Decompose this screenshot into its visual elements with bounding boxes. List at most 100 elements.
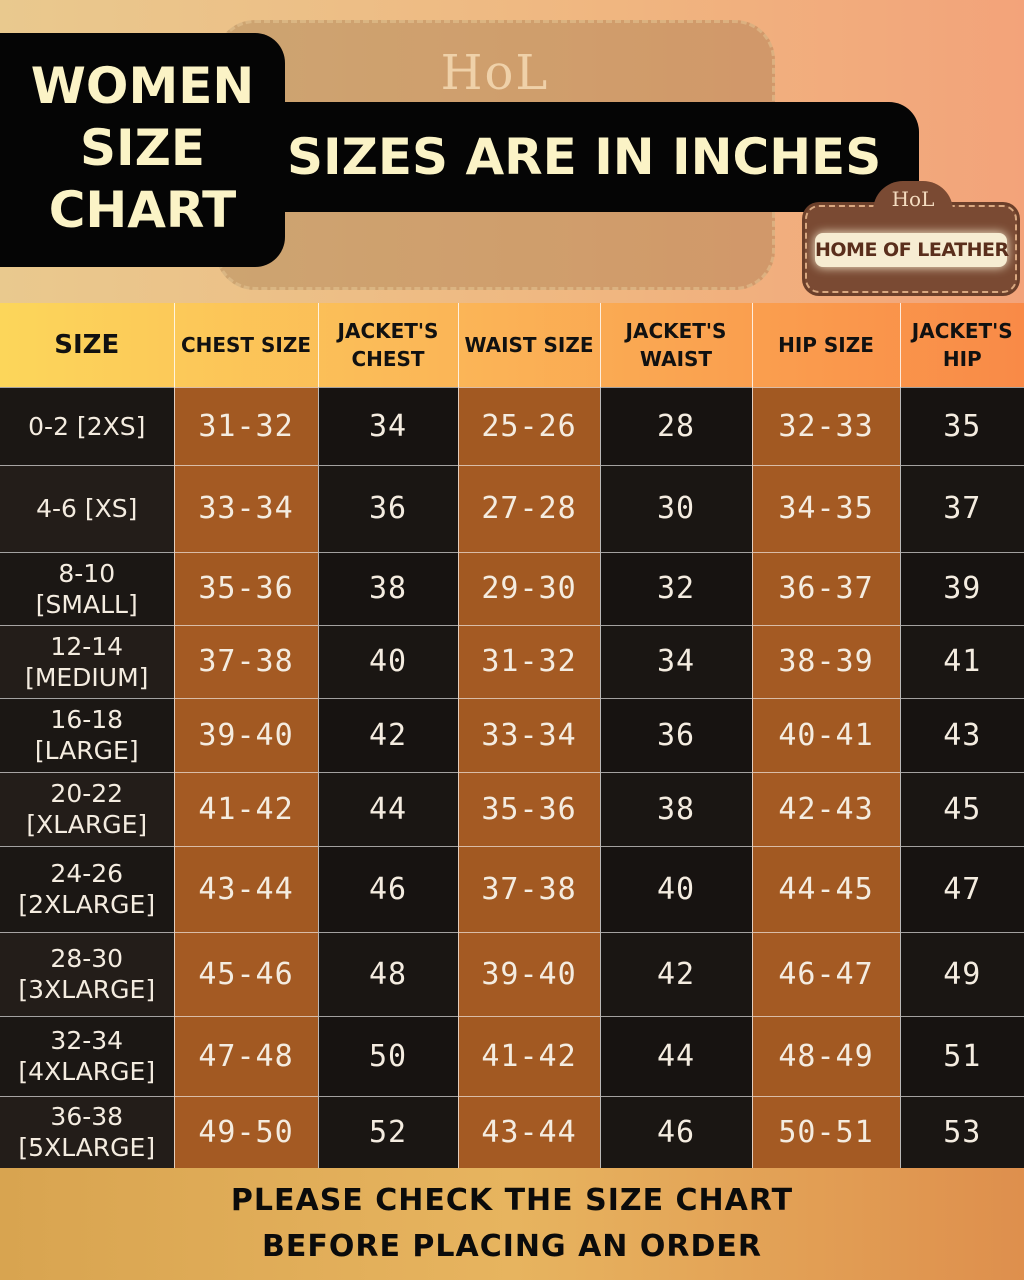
column-header: JACKET'S WAIST (599, 303, 752, 387)
cell-jacket-chest: 42 (317, 697, 458, 772)
table-row: 16-18 [LARGE] 39-40 42 33-34 36 40-41 43 (0, 697, 1024, 772)
table-row: 32-34 [4XLARGE] 47-48 50 41-42 44 48-49 51 (0, 1015, 1024, 1096)
table-row: 28-30 [3XLARGE] 45-46 48 39-40 42 46-47 49 (0, 931, 1024, 1016)
column-header: JACKET'S HIP (899, 303, 1024, 387)
logo-name: HOME OF LEATHER (815, 233, 1009, 267)
cell-hip: 34-35 (751, 464, 900, 552)
cell-chest: 49-50 (173, 1095, 318, 1168)
brand-logo: HoL HOME OF LEATHER (805, 181, 1017, 293)
cell-jacket-waist: 42 (599, 931, 752, 1016)
cell-waist: 37-38 (457, 845, 600, 932)
cell-jacket-waist: 28 (599, 386, 752, 465)
cell-waist: 35-36 (457, 771, 600, 846)
cell-chest: 35-36 (173, 551, 318, 625)
column-header: CHEST SIZE (173, 303, 318, 387)
cell-jacket-chest: 46 (317, 845, 458, 932)
column-header: WAIST SIZE (457, 303, 600, 387)
cell-chest: 31-32 (173, 386, 318, 465)
cell-waist: 43-44 (457, 1095, 600, 1168)
cell-jacket-chest: 38 (317, 551, 458, 625)
cell-hip: 46-47 (751, 931, 900, 1016)
background-badge-text: HoL (440, 45, 550, 101)
cell-jacket-chest: 34 (317, 386, 458, 465)
cell-jacket-waist: 36 (599, 697, 752, 772)
cell-jacket-waist: 30 (599, 464, 752, 552)
cell-size: 20-22 [XLARGE] (0, 771, 174, 846)
cell-jacket-waist: 40 (599, 845, 752, 932)
cell-chest: 47-48 (173, 1015, 318, 1096)
cell-hip: 38-39 (751, 624, 900, 698)
cell-waist: 29-30 (457, 551, 600, 625)
table-row: 4-6 [XS] 33-34 36 27-28 30 34-35 37 (0, 464, 1024, 552)
logo-monogram: HoL (873, 181, 953, 215)
size-table: SIZE CHEST SIZE JACKET'S CHEST WAIST SIZE JA… (0, 303, 1024, 1168)
column-header: JACKET'S CHEST (317, 303, 458, 387)
cell-jacket-chest: 36 (317, 464, 458, 552)
cell-jacket-waist: 34 (599, 624, 752, 698)
cell-hip: 40-41 (751, 697, 900, 772)
cell-chest: 41-42 (173, 771, 318, 846)
cell-size: 24-26 [2XLARGE] (0, 845, 174, 932)
page-title: WOMEN SIZE CHART (0, 33, 285, 267)
table-header-row: SIZE CHEST SIZE JACKET'S CHEST WAIST SIZE JA… (0, 303, 1024, 387)
cell-jacket-hip: 39 (899, 551, 1024, 625)
cell-waist: 27-28 (457, 464, 600, 552)
cell-chest: 45-46 (173, 931, 318, 1016)
cell-jacket-waist: 44 (599, 1015, 752, 1096)
cell-size: 8-10 [SMALL] (0, 551, 174, 625)
footer-line: BEFORE PLACING AN ORDER (262, 1229, 762, 1264)
cell-jacket-hip: 53 (899, 1095, 1024, 1168)
cell-size: 4-6 [XS] (0, 464, 174, 552)
cell-chest: 33-34 (173, 464, 318, 552)
title-line: CHART (48, 181, 237, 239)
cell-jacket-hip: 45 (899, 771, 1024, 846)
table-row: 20-22 [XLARGE] 41-42 44 35-36 38 42-43 45 (0, 771, 1024, 846)
cell-hip: 44-45 (751, 845, 900, 932)
cell-jacket-chest: 52 (317, 1095, 458, 1168)
title-line: WOMEN (30, 57, 255, 115)
cell-size: 36-38 [5XLARGE] (0, 1095, 174, 1168)
cell-waist: 39-40 (457, 931, 600, 1016)
cell-hip: 42-43 (751, 771, 900, 846)
cell-hip: 32-33 (751, 386, 900, 465)
subtitle: SIZES ARE IN INCHES (265, 102, 919, 212)
cell-size: 28-30 [3XLARGE] (0, 931, 174, 1016)
cell-size: 16-18 [LARGE] (0, 697, 174, 772)
cell-jacket-waist: 32 (599, 551, 752, 625)
cell-jacket-hip: 41 (899, 624, 1024, 698)
cell-hip: 50-51 (751, 1095, 900, 1168)
cell-chest: 39-40 (173, 697, 318, 772)
table-row: 36-38 [5XLARGE] 49-50 52 43-44 46 50-51 53 (0, 1095, 1024, 1168)
cell-jacket-hip: 47 (899, 845, 1024, 932)
footer-line: PLEASE CHECK THE SIZE CHART (230, 1183, 794, 1218)
cell-jacket-hip: 51 (899, 1015, 1024, 1096)
cell-jacket-chest: 40 (317, 624, 458, 698)
column-header: SIZE (54, 329, 120, 360)
table-row: 0-2 [2XS] 31-32 34 25-26 28 32-33 35 (0, 386, 1024, 465)
cell-jacket-waist: 38 (599, 771, 752, 846)
column-header: HIP SIZE (751, 303, 900, 387)
table-row: 8-10 [SMALL] 35-36 38 29-30 32 36-37 39 (0, 551, 1024, 625)
cell-jacket-waist: 46 (599, 1095, 752, 1168)
cell-jacket-chest: 50 (317, 1015, 458, 1096)
cell-jacket-hip: 35 (899, 386, 1024, 465)
cell-jacket-hip: 49 (899, 931, 1024, 1016)
cell-chest: 37-38 (173, 624, 318, 698)
cell-waist: 25-26 (457, 386, 600, 465)
table-row: 12-14 [MEDIUM] 37-38 40 31-32 34 38-39 41 (0, 624, 1024, 698)
cell-jacket-chest: 48 (317, 931, 458, 1016)
cell-waist: 31-32 (457, 624, 600, 698)
cell-hip: 36-37 (751, 551, 900, 625)
footer-notice: PLEASE CHECK THE SIZE CHART BEFORE PLACI… (0, 1168, 1024, 1280)
cell-jacket-chest: 44 (317, 771, 458, 846)
cell-jacket-hip: 37 (899, 464, 1024, 552)
cell-hip: 48-49 (751, 1015, 900, 1096)
cell-jacket-hip: 43 (899, 697, 1024, 772)
title-line: SIZE (79, 119, 206, 177)
cell-chest: 43-44 (173, 845, 318, 932)
cell-size: 0-2 [2XS] (0, 386, 174, 465)
table-row: 24-26 [2XLARGE] 43-44 46 37-38 40 44-45 47 (0, 845, 1024, 932)
cell-size: 32-34 [4XLARGE] (0, 1015, 174, 1096)
cell-waist: 41-42 (457, 1015, 600, 1096)
cell-size: 12-14 [MEDIUM] (0, 624, 174, 698)
